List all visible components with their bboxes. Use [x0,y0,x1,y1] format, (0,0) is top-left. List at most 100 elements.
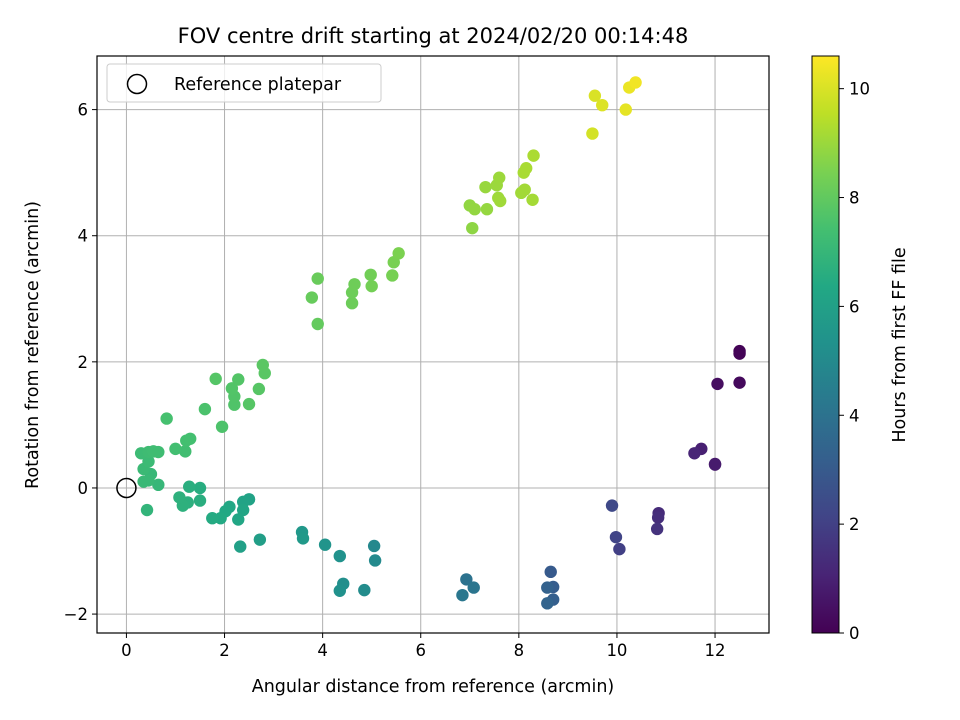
data-point [206,512,219,525]
data-point [367,539,381,553]
data-point [479,180,492,194]
data-point [256,358,269,372]
data-points [134,76,746,610]
data-point [198,402,212,416]
data-point [152,445,165,459]
grid [97,56,769,633]
data-point [311,317,324,331]
data-point [142,455,155,468]
data-point [733,347,746,360]
data-point [305,291,319,304]
x-axis-ticks: 0 2 4 6 8 10 12 [121,633,726,660]
y-tick-label: 6 [78,101,89,120]
data-point [225,382,239,395]
x-tick-label: 10 [606,641,627,660]
legend-label: Reference platepar [174,75,342,95]
data-point [137,475,150,488]
data-point [242,397,256,411]
colorbar-tick-label: 4 [849,406,860,425]
data-point [183,480,196,493]
data-point [160,412,173,425]
data-point [236,503,250,517]
data-point [234,540,247,553]
y-tick-label: 4 [78,227,89,246]
y-axis-label: Rotation from reference (arcmin) [23,201,43,489]
data-point [232,373,245,386]
data-point [527,149,540,162]
data-point [296,532,310,545]
y-axis-ticks: −2 0 2 4 6 [64,101,97,624]
colorbar-tick-label: 8 [849,189,860,208]
data-point [609,530,623,544]
data-point [588,89,602,102]
data-point [688,447,701,460]
plot-frame [96,55,770,634]
colorbar-tick-label: 0 [849,624,860,643]
data-point [333,549,347,563]
y-tick-label: 0 [78,479,89,498]
data-point [711,377,724,391]
reference-marker [116,477,137,499]
data-point [518,183,531,196]
data-point [392,247,405,260]
data-point [253,533,267,546]
x-axis-label: Angular distance from reference (arcmin) [252,677,615,697]
data-point [140,503,154,517]
data-point [179,445,192,458]
data-point [183,432,197,445]
data-point [468,203,481,216]
data-point [733,376,746,389]
data-point [466,221,479,235]
data-point [173,491,186,504]
legend-box [106,63,382,103]
colorbar-tick-label: 10 [849,80,870,99]
data-point [519,162,533,175]
data-point [311,272,324,285]
x-tick-label: 2 [219,641,230,660]
data-point [169,442,182,456]
data-point [596,98,609,112]
data-point [209,372,222,386]
data-point [345,296,359,310]
data-point [365,279,378,293]
data-point [480,203,494,216]
data-point [493,171,506,184]
data-point [358,583,371,597]
data-point [193,494,207,507]
colorbar-tick-label: 6 [849,297,860,316]
x-tick-label: 6 [415,641,426,660]
data-point [368,554,382,567]
data-point [619,103,632,116]
data-point [348,278,361,291]
data-point [613,542,626,556]
data-point [252,382,266,396]
data-point [333,584,347,597]
data-point [456,588,469,602]
colorbar-tick-label: 2 [849,515,860,534]
x-tick-label: 4 [317,641,328,660]
data-point [494,194,507,208]
data-point [318,538,332,551]
data-point [650,522,664,536]
data-point [541,597,554,610]
y-tick-label: −2 [64,605,88,624]
data-point [467,581,480,594]
x-tick-label: 0 [121,641,132,660]
data-point [708,458,722,471]
data-point [152,478,165,492]
data-point [386,269,399,282]
legend: Reference platepar [106,63,382,103]
colorbar-gradient [811,55,840,634]
data-point [541,581,554,594]
data-point [586,127,599,140]
data-point [460,573,473,586]
x-tick-label: 12 [705,641,726,660]
data-point [193,481,207,495]
data-point [215,420,229,433]
data-point [526,193,539,206]
legend-marker-icon [126,73,148,95]
data-point [629,76,642,89]
y-tick-label: 2 [78,353,89,372]
data-point [544,565,557,579]
